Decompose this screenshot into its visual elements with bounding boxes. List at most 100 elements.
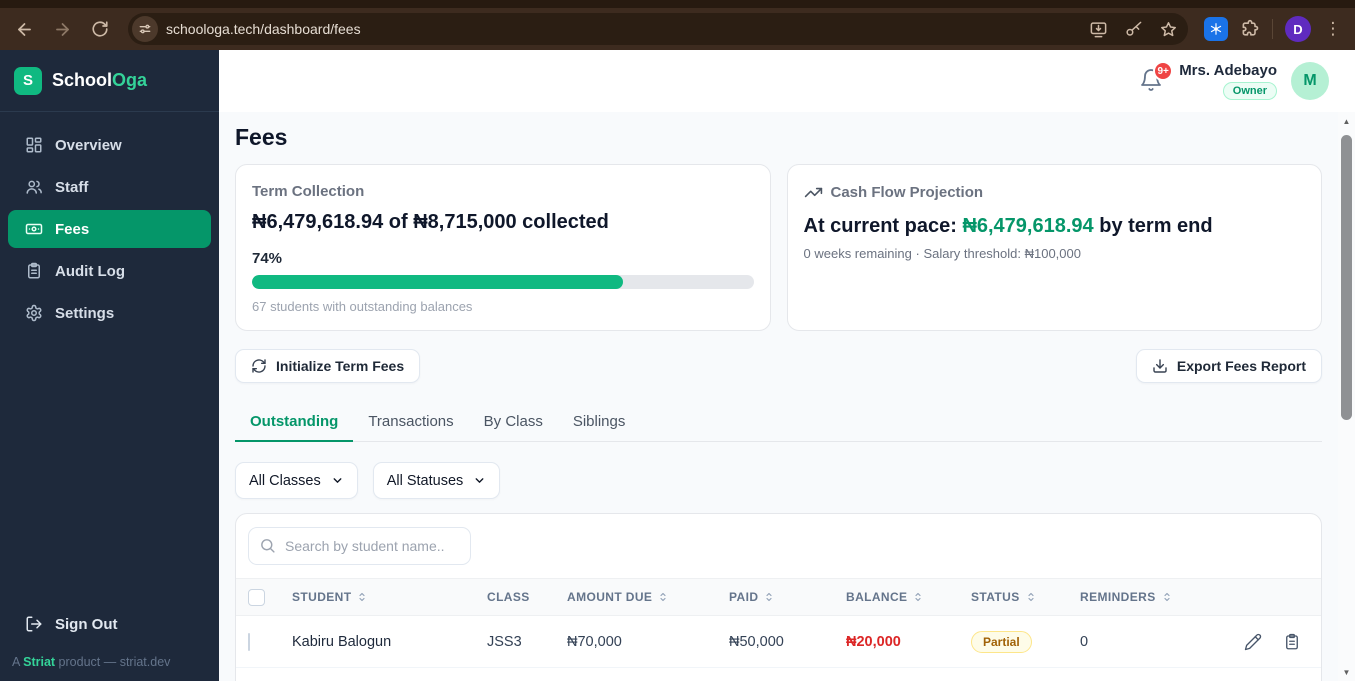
scrollbar-up-arrow[interactable]: ▲: [1342, 116, 1351, 126]
gear-icon: [25, 304, 43, 322]
row-select-cell: [248, 632, 292, 651]
notification-badge: 9+: [1153, 61, 1174, 81]
pace-prefix: At current pace:: [803, 215, 963, 237]
user-avatar[interactable]: M: [1291, 62, 1329, 100]
sidebar-nav: Overview Staff Fees Audit Log Settings: [0, 112, 219, 332]
cash-flow-note: 0 weeks remaining · Salary threshold: ₦1…: [803, 246, 1081, 261]
class-filter-select[interactable]: All Classes: [235, 462, 358, 499]
paid-cell: ₦50,000: [729, 633, 784, 650]
cash-flow-card: Cash Flow Projection At current pace: ₦6…: [786, 164, 1322, 331]
actions-row: Initialize Term Fees Export Fees Report: [235, 349, 1322, 383]
student-name-cell: Kabiru Balogun: [292, 633, 392, 650]
back-button[interactable]: [8, 13, 40, 45]
notifications-button[interactable]: 9+: [1139, 61, 1174, 94]
scrollbar-thumb[interactable]: [1341, 135, 1352, 420]
address-bar[interactable]: schoologa.tech/dashboard/fees: [128, 13, 1188, 45]
brand-name-primary: School: [52, 70, 113, 90]
tab-outstanding[interactable]: Outstanding: [235, 404, 354, 442]
sidebar-item-label: Settings: [55, 304, 115, 322]
sidebar-item-overview[interactable]: Overview: [8, 126, 211, 164]
sort-icon: [657, 591, 669, 603]
term-progress-fill: [252, 275, 624, 289]
sort-icon: [912, 591, 924, 603]
tab-siblings[interactable]: Siblings: [572, 413, 626, 430]
filters-row: All Classes All Statuses: [235, 462, 1322, 499]
log-clipboard-icon[interactable]: [1283, 633, 1301, 651]
refresh-icon: [251, 358, 267, 374]
url-text[interactable]: schoologa.tech/dashboard/fees: [166, 21, 361, 37]
page-scrollbar[interactable]: ▲ ▼: [1338, 112, 1355, 681]
select-all-checkbox[interactable]: [248, 588, 265, 606]
column-header-status[interactable]: STATUS: [971, 590, 1080, 604]
export-fees-report-button[interactable]: Export Fees Report: [1135, 349, 1322, 383]
credit-brand: Striat: [23, 655, 56, 669]
scrollbar-down-arrow[interactable]: ▼: [1342, 667, 1351, 677]
column-label: PAID: [729, 590, 759, 604]
edit-pencil-icon[interactable]: [1244, 633, 1262, 651]
column-label: STUDENT: [292, 590, 352, 604]
user-name: Mrs. Adebayo: [1179, 62, 1277, 79]
pace-suffix: by term end: [1093, 215, 1213, 237]
tune-icon: [138, 22, 152, 36]
status-cell: Partial: [971, 630, 1080, 653]
outstanding-students-note: 67 students with outstanding balances: [252, 299, 473, 314]
role-badge: Owner: [1222, 82, 1277, 100]
column-header-reminders[interactable]: REMINDERS: [1080, 590, 1243, 604]
balance-cell: ₦20,000: [846, 633, 901, 650]
column-label: STATUS: [971, 590, 1020, 604]
brand-logo: S SchoolOga: [0, 50, 219, 112]
credit-prefix: A: [12, 655, 24, 669]
table-search-row: [236, 514, 1321, 578]
status-filter-select[interactable]: All Statuses: [372, 462, 501, 499]
main-area: 9+ Mrs. Adebayo Owner M Fees Term Collec…: [219, 50, 1355, 681]
product-credit: A Striat product — striat.dev: [10, 655, 209, 669]
credit-suffix: product — striat.dev: [55, 655, 171, 669]
column-header-balance[interactable]: BALANCE: [846, 590, 971, 604]
forward-button[interactable]: [46, 13, 78, 45]
class-cell: JSS3: [487, 633, 522, 650]
sidebar-item-settings[interactable]: Settings: [8, 294, 211, 332]
extensions-puzzle-icon[interactable]: [1240, 19, 1260, 39]
password-key-icon[interactable]: [1124, 20, 1143, 39]
browser-profile-avatar[interactable]: D: [1285, 16, 1311, 42]
status-badge: Partial: [971, 630, 1032, 653]
browser-menu-icon[interactable]: ⋮: [1324, 19, 1342, 38]
sort-icon: [356, 591, 368, 603]
sidebar-item-staff[interactable]: Staff: [8, 168, 211, 206]
tab-transactions[interactable]: Transactions: [368, 413, 454, 430]
forward-arrow-icon: [53, 20, 72, 39]
reload-button[interactable]: [84, 13, 116, 45]
initialize-term-fees-button[interactable]: Initialize Term Fees: [235, 349, 421, 383]
column-header-student[interactable]: STUDENT: [292, 590, 487, 604]
table-row: Blessing Bakare JSS1 ₦65,000 ₦0 ₦65,000 …: [236, 668, 1321, 681]
pinned-extension-icon[interactable]: [1204, 17, 1228, 41]
pace-amount: ₦6,479,618.94: [962, 215, 1094, 237]
column-header-amount-due[interactable]: AMOUNT DUE: [567, 590, 729, 604]
sidebar-item-audit-log[interactable]: Audit Log: [8, 252, 211, 290]
search-input[interactable]: [248, 527, 471, 565]
tab-by-class[interactable]: By Class: [483, 413, 543, 430]
students-table-card: STUDENT CLASS AMOUNT DUE PAID BALANCE ST…: [235, 513, 1322, 681]
sidebar-item-fees[interactable]: Fees: [8, 210, 211, 248]
row-checkbox[interactable]: [248, 632, 250, 651]
install-app-icon[interactable]: [1089, 20, 1108, 39]
sort-icon: [763, 591, 775, 603]
site-info-button[interactable]: [132, 16, 158, 42]
pace-projection: At current pace: ₦6,479,618.94 by term e…: [804, 215, 1306, 238]
collection-progress-track: [252, 275, 754, 289]
toolbar-divider: [1272, 19, 1273, 39]
download-icon: [1152, 358, 1168, 374]
column-label: REMINDERS: [1080, 590, 1156, 604]
term-collection-title: Term Collection: [252, 183, 365, 200]
column-header-paid[interactable]: PAID: [729, 590, 846, 604]
brand-name: SchoolOga: [52, 70, 147, 91]
sort-icon: [1161, 591, 1173, 603]
class-filter-value: All Classes: [249, 472, 321, 489]
column-header-class[interactable]: CLASS: [487, 590, 567, 604]
sign-out-button[interactable]: Sign Out: [10, 607, 209, 641]
bookmark-star-icon[interactable]: [1159, 20, 1178, 39]
sidebar-footer: Sign Out A Striat product — striat.dev: [0, 607, 219, 681]
trending-up-icon: [804, 183, 823, 202]
column-label: CLASS: [487, 590, 530, 604]
